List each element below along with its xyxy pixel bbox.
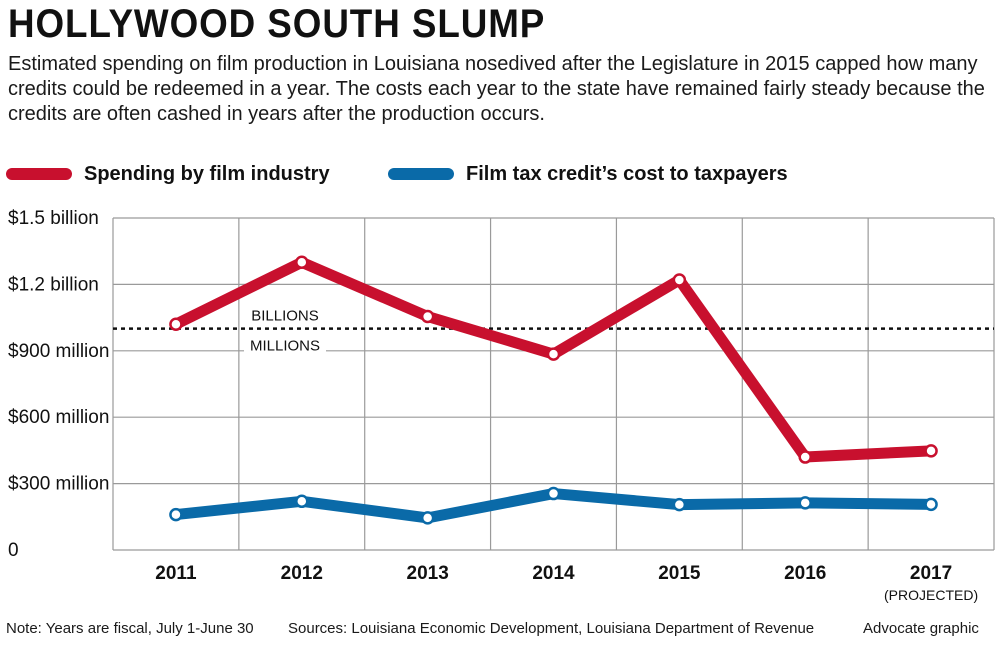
data-point-spending bbox=[546, 347, 561, 361]
data-point-spending bbox=[924, 444, 938, 458]
reference-label-background bbox=[244, 333, 326, 356]
data-point-spending bbox=[672, 273, 687, 287]
data-point-tax-credit bbox=[546, 486, 561, 501]
x-tick-label: 2014 bbox=[532, 563, 575, 584]
data-point-tax-credit bbox=[924, 497, 938, 512]
data-point-spending bbox=[295, 255, 309, 270]
axes: 0 $300 million $600 million $900 million $1.… bbox=[8, 208, 978, 603]
legend-swatch-spending bbox=[6, 168, 72, 180]
y-tick-label: $600 million bbox=[8, 407, 109, 428]
reference-label-above: BILLIONS bbox=[251, 308, 319, 325]
footer-credit: Advocate graphic bbox=[863, 620, 979, 637]
x-tick-label: 2017 bbox=[910, 563, 952, 584]
x-tick-label: 2011 bbox=[155, 563, 197, 584]
legend-label-tax-credit: Film tax credit’s cost to taxpayers bbox=[466, 162, 788, 185]
x-tick-note: (PROJECTED) bbox=[884, 587, 978, 603]
footer-sources: Sources: Louisiana Economic Development,… bbox=[288, 620, 815, 637]
data-point-tax-credit bbox=[420, 511, 435, 525]
chart-title: HOLLYWOOD SOUTH SLUMP bbox=[8, 2, 546, 46]
x-tick-label: 2015 bbox=[658, 563, 701, 584]
legend-item-tax-credit: Film tax credit’s cost to taxpayers bbox=[388, 160, 788, 188]
x-tick-label: 2013 bbox=[407, 563, 449, 584]
data-point-spending bbox=[169, 317, 183, 331]
footer-note: Note: Years are fiscal, July 1-June 30 bbox=[6, 620, 254, 637]
data-point-tax-credit bbox=[295, 494, 309, 509]
y-tick-label: $900 million bbox=[8, 341, 109, 362]
y-tick-label: $1.5 billion bbox=[8, 208, 99, 229]
legend-swatch-tax-credit bbox=[388, 168, 454, 180]
y-tick-label: $1.2 billion bbox=[8, 274, 99, 295]
reference-line-group: BILLIONS MILLIONS bbox=[113, 308, 994, 356]
legend-label-spending: Spending by film industry bbox=[84, 162, 330, 185]
legend-item-spending: Spending by film industry bbox=[6, 160, 330, 188]
series-group bbox=[169, 255, 938, 525]
data-point-tax-credit bbox=[672, 497, 687, 512]
x-tick-label: 2016 bbox=[784, 563, 826, 584]
data-point-spending bbox=[798, 450, 812, 464]
x-tick-label: 2012 bbox=[281, 563, 323, 584]
y-tick-label: $300 million bbox=[8, 474, 109, 495]
data-point-spending bbox=[420, 309, 435, 324]
data-point-tax-credit bbox=[169, 507, 183, 522]
data-point-tax-credit bbox=[798, 496, 812, 510]
y-tick-label: 0 bbox=[8, 540, 19, 561]
chart-subtitle: Estimated spending on film production in… bbox=[8, 53, 985, 125]
reference-label-below: MILLIONS bbox=[250, 338, 320, 355]
